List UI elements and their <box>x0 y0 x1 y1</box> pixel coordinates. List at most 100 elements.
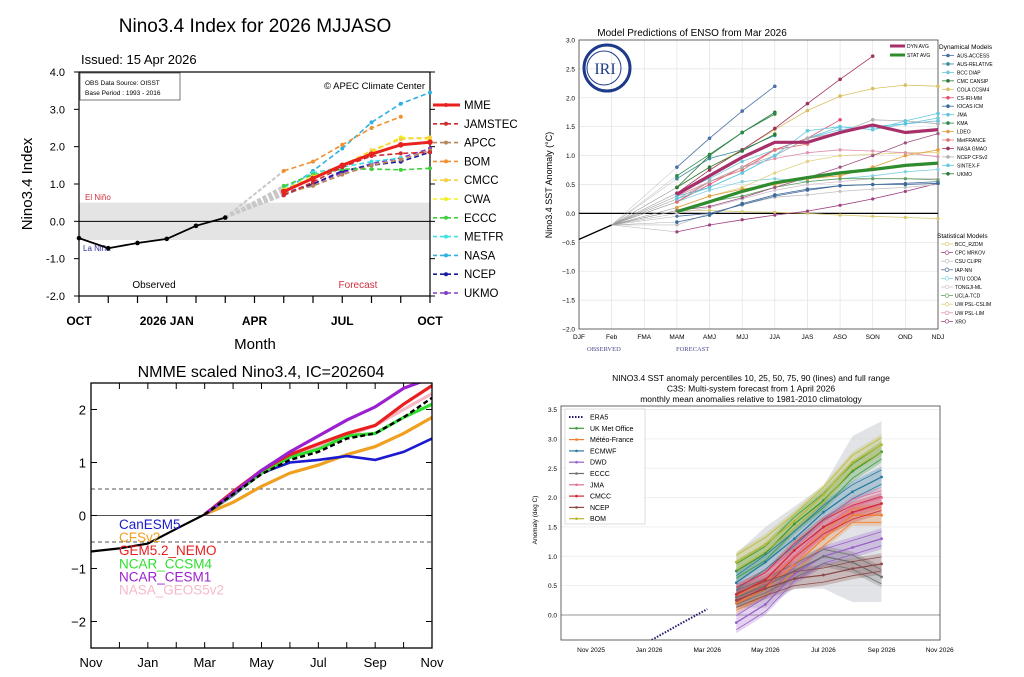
series-uk-met-office-point <box>734 569 738 573</box>
dyn-aus-access-point <box>740 109 744 113</box>
dyn-kma-line <box>676 113 775 177</box>
stat-xro-point <box>936 132 940 136</box>
dyn-ldeo-point <box>838 174 842 178</box>
plot-frame <box>78 71 431 297</box>
stat-xro-point <box>773 185 777 189</box>
series-dwd <box>734 537 883 625</box>
legend-label: DYN AVG <box>907 44 929 50</box>
stat-cpc-mrkov-point <box>871 197 875 201</box>
legend-label: AUS-RELATIVE <box>957 62 993 68</box>
dyn-sintex-f-point <box>805 128 810 133</box>
series-bom <box>734 443 883 564</box>
dyn-sintex-f-point <box>740 171 744 175</box>
series-ncep-line <box>736 556 882 594</box>
stat-iap-nn-point <box>675 214 679 218</box>
legend-label: BCC DIAP <box>957 70 981 76</box>
x-tick-label: DJF <box>573 334 585 341</box>
legend-label: CMCC <box>464 175 499 187</box>
legend-item: ECCC <box>433 213 497 225</box>
observed-series-point <box>105 245 111 251</box>
apec-nino34-chart: Nino3.4 Index for 2026 MJJASO Issued: 15 … <box>19 16 518 353</box>
series-cmcc-point <box>369 148 374 153</box>
stat-xro-point <box>838 165 842 169</box>
stat-uw-psl-lim-point <box>871 149 875 153</box>
dyn-metfrance-point <box>773 148 777 152</box>
legend-marker <box>575 506 578 509</box>
dyn-bcc-diap-point <box>936 116 940 120</box>
dyn-ukmo-point <box>707 165 712 169</box>
legend-label: NCEP CFSv2 <box>957 155 988 161</box>
legend-label: APCC <box>464 138 496 150</box>
dyn-kma-point <box>773 112 777 116</box>
series-mme-point <box>427 139 433 145</box>
transition-line <box>611 201 677 226</box>
legend-label: IOCAS ICM <box>957 104 983 110</box>
legend-item: METFR <box>433 232 504 244</box>
stat-bcc-rzdm-point <box>936 217 940 221</box>
legend-marker <box>444 215 448 220</box>
dyn-iocas-icm-point <box>773 193 777 197</box>
legend-label: CanESM5 <box>119 517 181 532</box>
legend-marker <box>944 310 950 315</box>
chart-title: NMME scaled Nino3.4, IC=202604 <box>138 364 385 381</box>
y-tick-label: 1.5 <box>566 124 575 131</box>
legend-marker <box>575 517 578 520</box>
series-nasa-point <box>428 90 432 95</box>
dyn-cs-iri-mm-point <box>838 117 842 122</box>
legend-marker <box>946 79 950 83</box>
series-dwd-line <box>736 531 882 616</box>
series-dwd-line <box>735 538 882 624</box>
legend-marker <box>946 70 950 75</box>
series-mme <box>280 139 433 195</box>
series-eccc-line <box>283 167 431 187</box>
legend-label: ERA5 <box>590 415 608 422</box>
dyn-aus-access-point <box>675 165 679 169</box>
series-bom-line <box>735 444 882 563</box>
legend-label: NCEP <box>464 269 496 281</box>
y-tick-label: 3.0 <box>548 436 557 443</box>
series-m-t-o-france-line <box>736 521 882 611</box>
legend-label: NASA_GEOS5v2 <box>119 583 224 598</box>
series-bom-point <box>281 168 286 173</box>
legend-marker <box>946 146 950 151</box>
series-nasa-point <box>398 101 403 106</box>
series-eccc-point <box>734 595 738 599</box>
series-eccc-point <box>281 183 286 188</box>
y-tick-label: 1.5 <box>548 524 557 531</box>
x-tick-label: May 2026 <box>751 647 780 654</box>
series-m-t-o-france-point <box>822 537 825 541</box>
series-cmcc <box>736 510 882 602</box>
series-mme-point <box>397 142 404 148</box>
dyn-iocas-icm-point <box>870 182 875 187</box>
legend-marker <box>575 438 578 441</box>
legend-label: XRO <box>955 319 966 325</box>
legend-label: UW PSL-CSLIM <box>955 302 991 308</box>
y-tick-label: 3.0 <box>566 38 575 45</box>
observed-series-point <box>76 235 82 241</box>
transition-line <box>611 221 677 226</box>
x-tick-label: OCT <box>66 314 92 328</box>
el-nino-label: El Niño <box>85 193 111 202</box>
series-cmcc <box>736 496 882 588</box>
dyn-ukmo-point <box>773 132 777 137</box>
series-ncep-point <box>734 598 738 602</box>
y-tick-label: 1.0 <box>548 554 557 561</box>
y-tick-label: −0.5 <box>562 240 575 247</box>
legend-marker <box>944 284 950 290</box>
dyn-jma-point <box>903 122 908 126</box>
series-apcc-point <box>369 163 374 168</box>
dyn-bcc-diap-point <box>740 159 744 164</box>
legend-marker <box>944 267 950 272</box>
series-ncep-point <box>851 567 854 571</box>
legend-item: NCEP CFSv2 <box>942 155 988 161</box>
dyn-iocas-icm-point <box>805 187 810 191</box>
chart-title-line: monthly mean anomalies relative to 1981-… <box>640 394 862 404</box>
y-tick-label: 2.0 <box>50 142 65 154</box>
stat-uw-psl-cslim-point <box>773 171 777 175</box>
avg-dyn-avg <box>676 123 939 196</box>
dyn-aus-relative-point <box>707 156 712 161</box>
stat-bcc-rzdm-point <box>740 210 744 214</box>
legend-marker <box>944 241 950 247</box>
y-axis-label: Anomaly (deg C) <box>532 496 539 545</box>
dyn-aus-access-point <box>773 84 777 89</box>
